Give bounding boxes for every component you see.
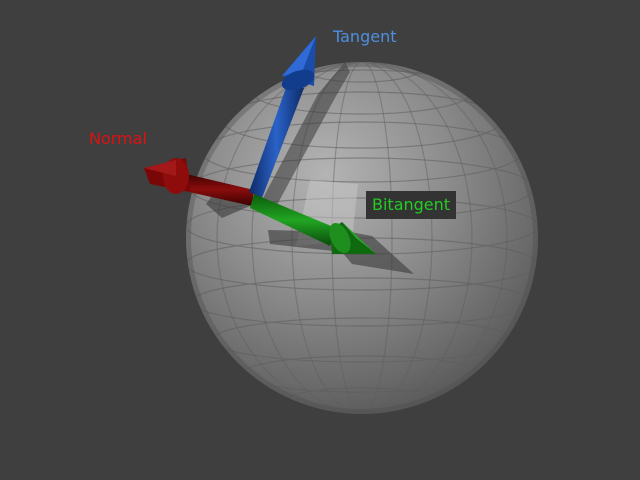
bitangent-arrow [250,194,376,254]
tangent-label: Tangent [333,27,397,46]
normal-arrow [144,158,254,206]
tangent-arrow [249,36,316,198]
sphere [186,62,538,414]
normal-label: Normal [89,129,147,148]
bitangent-label: Bitangent [366,191,457,219]
